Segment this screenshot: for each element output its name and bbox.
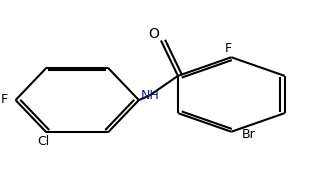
Text: NH: NH [140, 89, 159, 102]
Text: O: O [148, 27, 159, 41]
Text: F: F [225, 42, 232, 55]
Text: Br: Br [241, 128, 255, 141]
Text: Cl: Cl [37, 135, 49, 148]
Text: F: F [0, 93, 7, 106]
